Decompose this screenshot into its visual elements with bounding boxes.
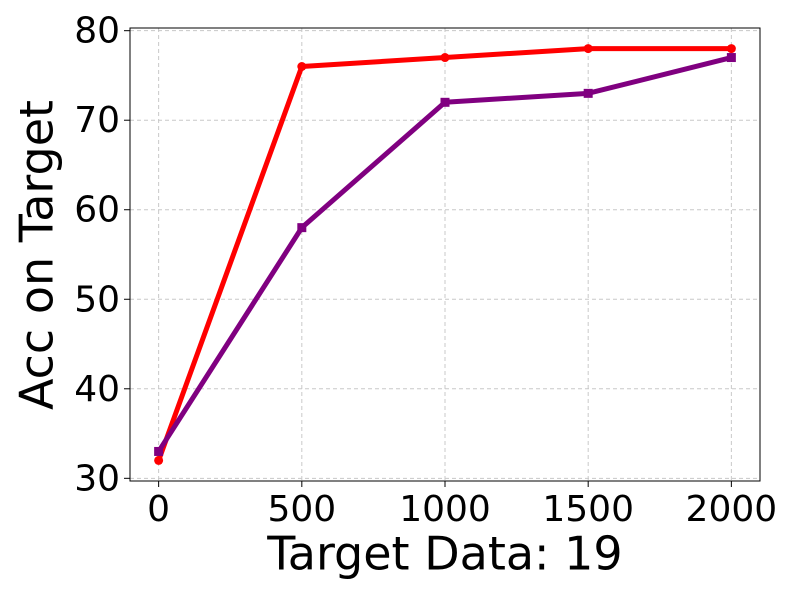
- x-tick-label: 1500: [542, 489, 634, 530]
- marker: [583, 88, 593, 98]
- x-axis-label: Target Data: 19: [266, 527, 622, 581]
- y-tick-label: 70: [74, 100, 120, 141]
- marker: [154, 446, 164, 456]
- marker: [440, 97, 450, 107]
- y-tick-label: 30: [74, 458, 120, 499]
- y-tick-label: 60: [74, 190, 120, 231]
- marker: [583, 44, 593, 54]
- x-tick-label: 1000: [399, 489, 491, 530]
- marker: [297, 61, 307, 71]
- y-tick-label: 40: [74, 369, 120, 410]
- y-tick-label: 80: [74, 11, 120, 52]
- marker: [726, 44, 736, 54]
- y-tick-label: 50: [74, 279, 120, 320]
- marker: [154, 455, 164, 465]
- x-tick-label: 2000: [686, 489, 778, 530]
- x-tick-label: 500: [267, 489, 336, 530]
- plot-frame: [129, 27, 761, 482]
- marker: [726, 53, 736, 63]
- x-tick-label: 0: [147, 489, 170, 530]
- marker: [440, 53, 450, 63]
- y-axis-label: Acc on Target: [10, 100, 64, 410]
- marker: [297, 223, 307, 233]
